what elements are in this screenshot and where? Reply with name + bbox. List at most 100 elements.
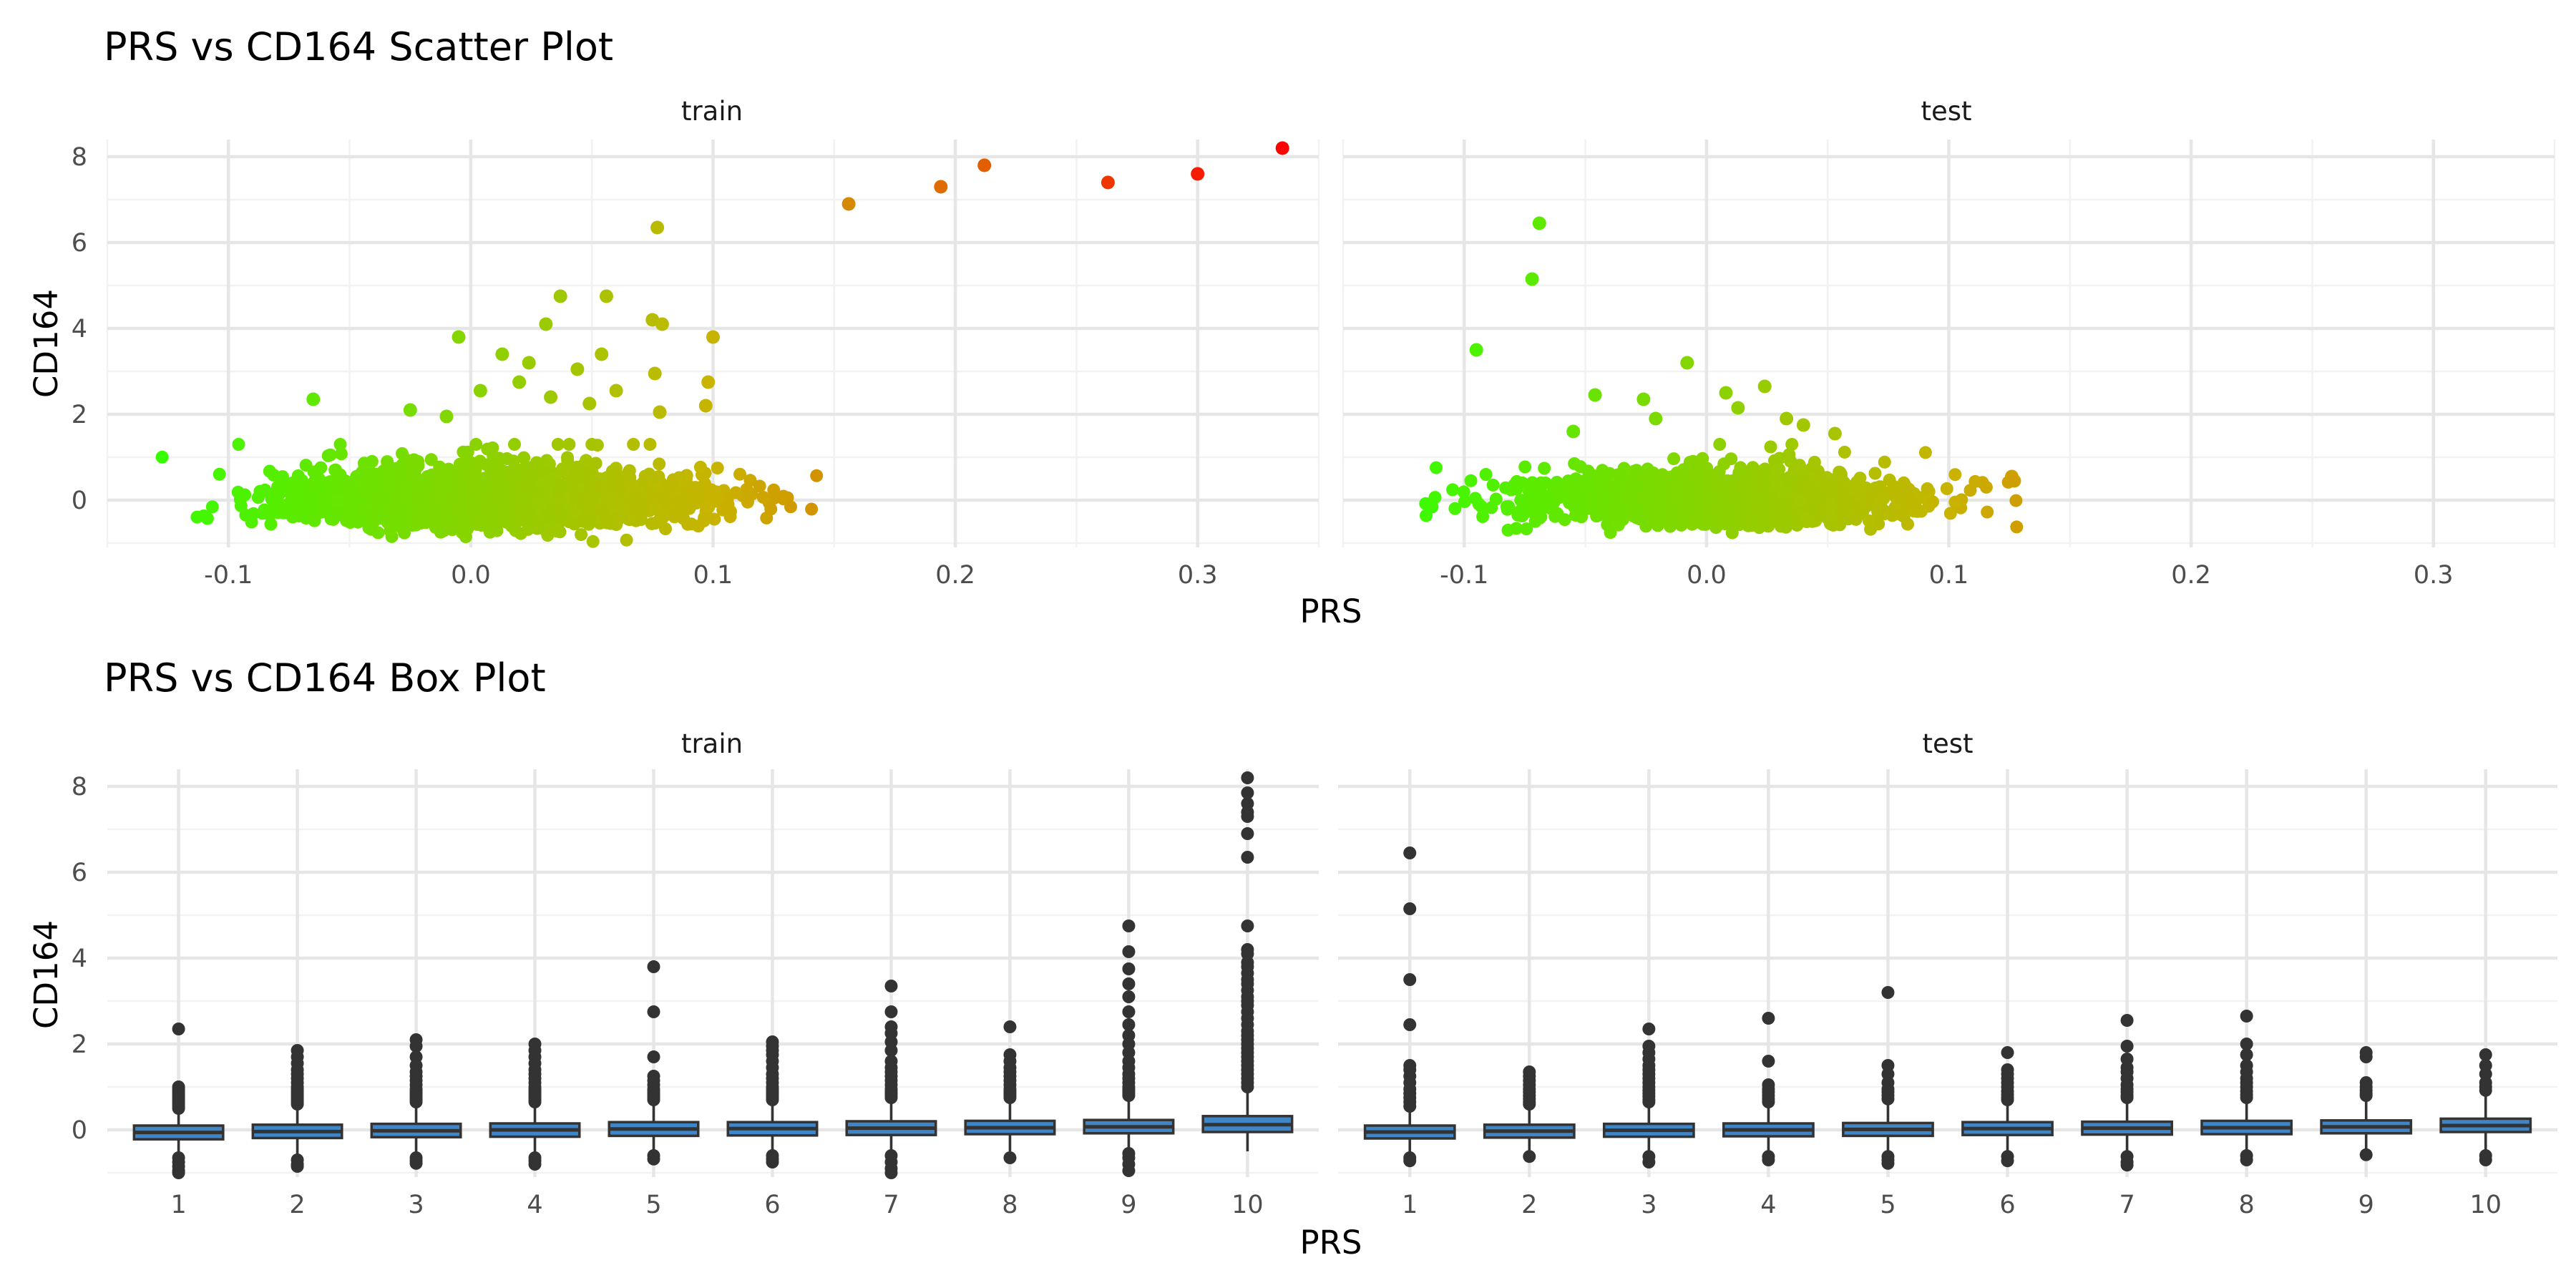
data-point xyxy=(597,504,610,517)
box-outlier xyxy=(1122,962,1136,975)
data-point xyxy=(1724,452,1738,466)
box-outlier xyxy=(1003,1091,1017,1104)
data-point-outlier xyxy=(306,392,321,406)
box-outlier xyxy=(291,1160,304,1173)
data-point xyxy=(776,489,790,503)
data-point xyxy=(693,460,707,474)
data-point xyxy=(753,479,766,493)
data-point xyxy=(509,524,522,537)
data-point-outlier xyxy=(452,330,466,344)
box-outlier xyxy=(2240,1048,2253,1061)
data-point xyxy=(643,484,657,498)
data-point-outlier xyxy=(1828,426,1842,441)
box-outlier xyxy=(1403,847,1417,859)
data-point xyxy=(480,458,494,472)
data-point xyxy=(424,453,438,467)
data-point xyxy=(1521,479,1535,492)
x-tick-label: 10 xyxy=(1231,1191,1264,1219)
scatter-facet-label-test: test xyxy=(1921,96,1971,127)
data-point xyxy=(263,504,276,517)
data-point xyxy=(1652,509,1665,522)
box-7 xyxy=(2081,1014,2173,1172)
box-outlier xyxy=(172,1023,185,1035)
data-point-outlier xyxy=(512,375,527,389)
data-point xyxy=(245,515,258,529)
data-point xyxy=(540,511,554,525)
data-point xyxy=(421,469,434,483)
box-outlier xyxy=(1762,1153,1775,1166)
data-point xyxy=(586,535,600,548)
data-point xyxy=(589,457,602,470)
box-outlier xyxy=(1241,827,1254,840)
y-tick-label: 6 xyxy=(72,859,87,887)
data-point xyxy=(668,510,681,524)
data-point xyxy=(1943,507,1957,520)
y-tick-label: 4 xyxy=(72,945,87,973)
data-point xyxy=(331,494,344,508)
data-point xyxy=(1472,497,1485,511)
data-point-outlier xyxy=(1588,388,1602,402)
data-point xyxy=(1479,468,1493,481)
data-point xyxy=(389,501,402,514)
data-point xyxy=(1868,467,1882,480)
data-point xyxy=(1664,492,1677,504)
data-point xyxy=(532,487,545,500)
data-point xyxy=(1940,482,1953,495)
data-point xyxy=(1518,460,1532,474)
data-point xyxy=(1501,502,1514,516)
boxplot-panel-test: 1 2 3 4 5 6 7 8 9 10 xyxy=(1338,769,2557,1219)
data-point xyxy=(2009,494,2023,507)
data-point xyxy=(1702,471,1715,484)
data-point xyxy=(542,489,555,503)
data-point xyxy=(524,501,537,514)
box-outlier xyxy=(1241,771,1254,784)
data-point-outlier xyxy=(841,197,856,211)
data-point xyxy=(300,499,313,513)
data-point xyxy=(706,492,720,504)
data-point xyxy=(643,438,657,451)
data-point xyxy=(1745,483,1759,497)
box-outlier xyxy=(2001,1046,2014,1059)
data-point xyxy=(1814,509,1828,522)
data-point xyxy=(1486,478,1500,492)
data-point xyxy=(575,528,588,542)
data-point xyxy=(582,517,595,531)
box-outlier xyxy=(2479,1048,2492,1061)
data-point xyxy=(743,474,757,487)
data-point xyxy=(628,503,641,517)
data-point xyxy=(1794,463,1807,477)
box-6 xyxy=(726,1035,819,1169)
data-point-outlier xyxy=(1191,167,1205,181)
data-point xyxy=(307,465,321,479)
data-point xyxy=(397,482,411,496)
data-point xyxy=(1582,502,1596,515)
data-point-outlier xyxy=(495,347,509,361)
data-point-outlier xyxy=(1731,401,1745,415)
data-point xyxy=(551,502,565,516)
box-outlier xyxy=(1403,902,1417,915)
data-point xyxy=(328,463,342,477)
data-point-outlier xyxy=(473,384,487,398)
data-point xyxy=(459,456,472,469)
box-outlier xyxy=(647,1093,660,1106)
data-point xyxy=(1782,448,1796,462)
data-point xyxy=(711,462,724,475)
box-outlier xyxy=(1762,1055,1775,1068)
x-tick-label: -0.1 xyxy=(204,561,253,590)
data-point xyxy=(1775,516,1789,530)
box-outlier xyxy=(1241,1080,1254,1093)
boxplot-title: PRS vs CD164 Box Plot xyxy=(104,655,546,701)
data-point xyxy=(251,491,265,504)
box-outlier xyxy=(1122,945,1136,958)
data-point xyxy=(1877,492,1890,505)
data-point xyxy=(469,438,483,451)
data-point-outlier xyxy=(977,158,992,172)
box-outlier xyxy=(2240,1010,2253,1023)
data-point xyxy=(659,522,672,535)
data-point xyxy=(1501,523,1515,537)
box-outlier xyxy=(2359,1050,2373,1063)
data-point xyxy=(1458,495,1471,508)
y-tick-label: 6 xyxy=(72,229,87,258)
x-tick-label: 3 xyxy=(408,1191,424,1219)
